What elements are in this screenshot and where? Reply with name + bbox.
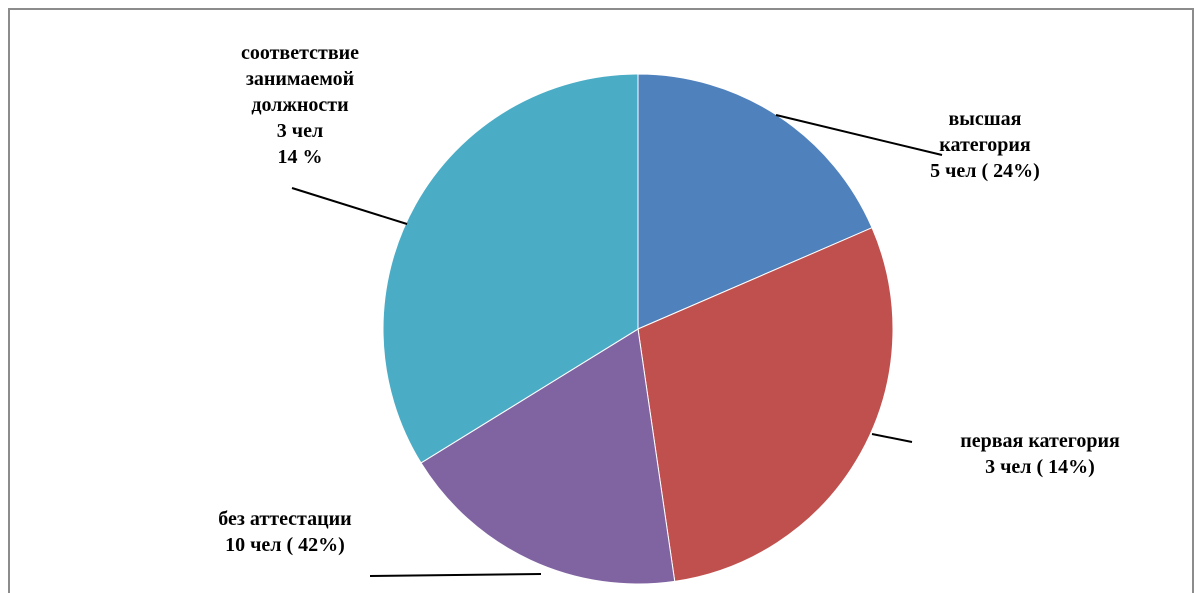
label-vysshaya-kategoriya: высшая категория 5 чел ( 24%) — [930, 108, 1040, 182]
pie-slice-3 — [382, 73, 639, 464]
label-bez-attestacii: без аттестации 10 чел ( 42%) — [218, 508, 352, 556]
pie-slice-2 — [420, 328, 676, 585]
leader-line-0 — [775, 114, 943, 156]
leader-line-1 — [871, 433, 913, 443]
label-sootvetstvie-dolzhnosti: соответствие занимаемой должности 3 чел … — [240, 42, 360, 168]
label-pervaya-kategoriya: первая категория 3 чел ( 14%) — [960, 430, 1120, 478]
pie-slice-1 — [637, 227, 894, 582]
leader-line-3 — [291, 187, 408, 225]
leader-line-2 — [369, 573, 542, 577]
